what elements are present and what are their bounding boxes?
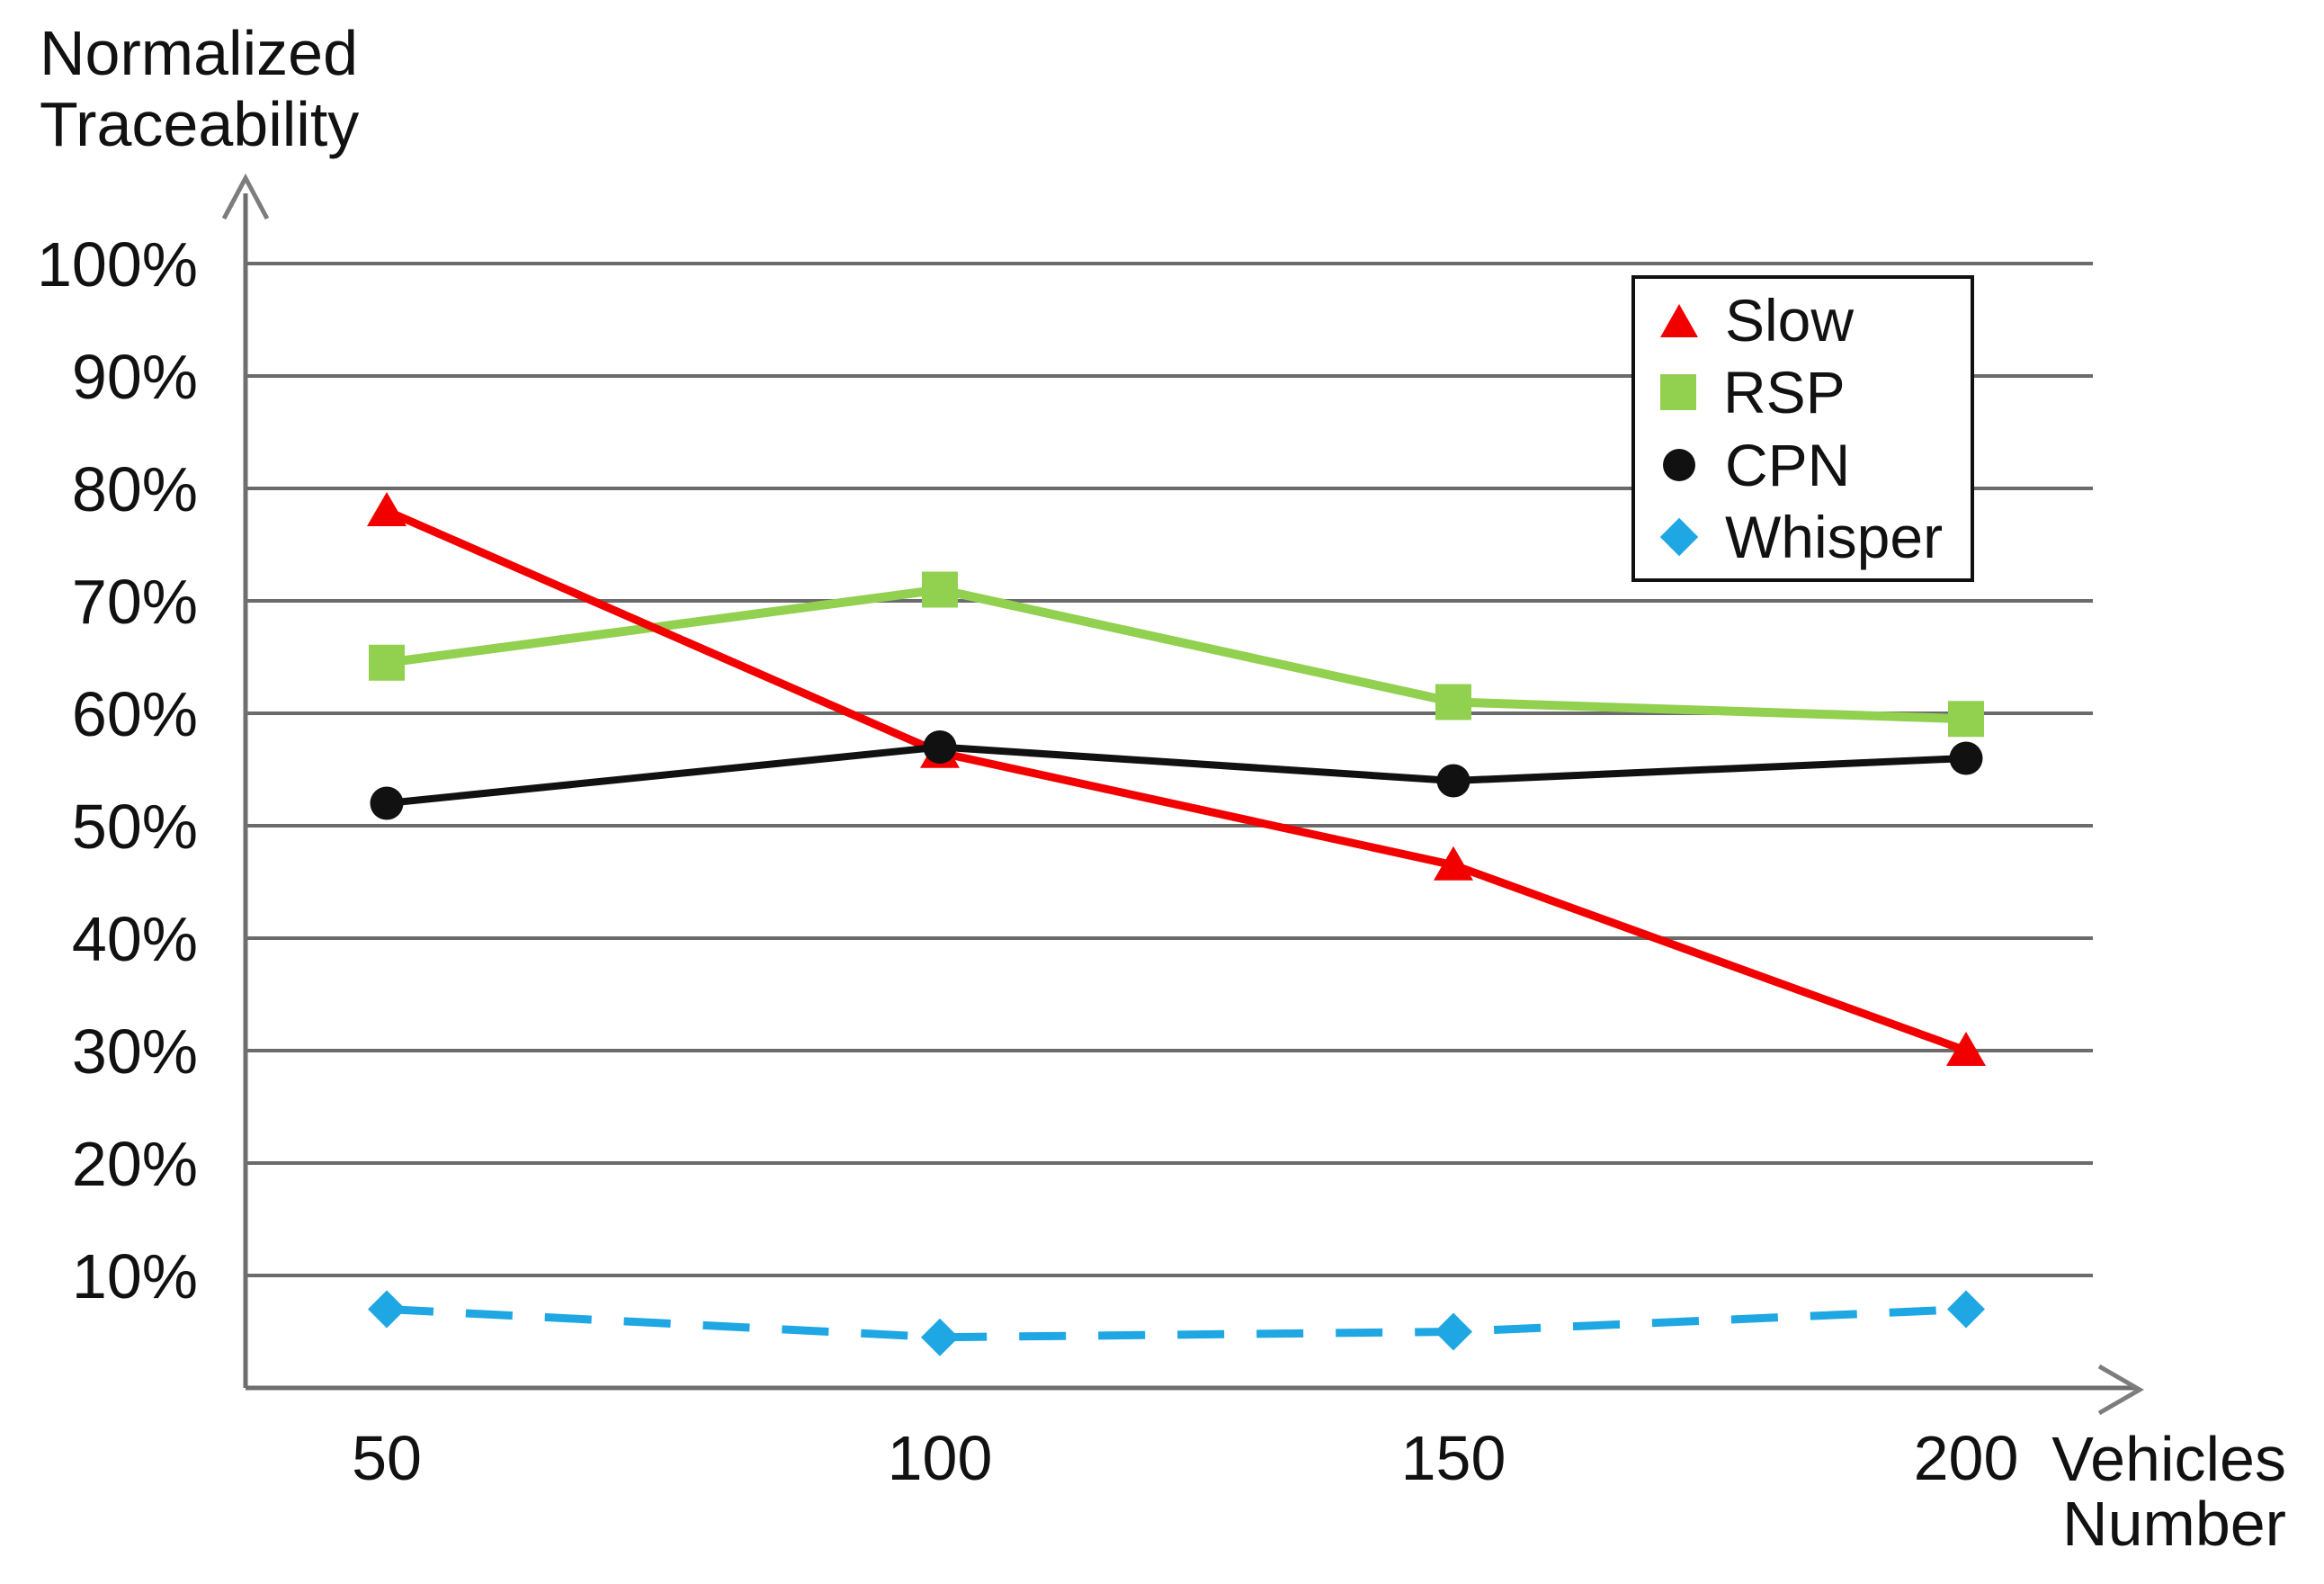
slow-triangle-marker-icon — [1660, 303, 1698, 337]
legend-item-whisper: Whisper — [1659, 503, 1971, 570]
x-tick-label: 100 — [888, 1423, 993, 1493]
marker-cpn — [1949, 741, 1983, 775]
y-tick-label: 20% — [72, 1129, 198, 1199]
marker-cpn — [370, 786, 404, 820]
marker-cpn — [923, 730, 957, 764]
legend-label-slow: Slow — [1725, 287, 1855, 354]
y-axis-title-line2: Traceability — [40, 89, 360, 159]
y-tick-label: 30% — [72, 1016, 198, 1087]
legend: Slow RSP CPN Whisper — [1631, 275, 1974, 582]
series-line-cpn — [386, 743, 1967, 807]
marker-whisper — [921, 1318, 959, 1356]
marker-rsp — [369, 644, 405, 681]
x-axis-title: Vehicles Number — [2024, 1427, 2286, 1556]
y-tick-label: 70% — [72, 567, 198, 637]
marker-rsp — [1435, 684, 1471, 720]
legend-label-rsp: RSP — [1723, 359, 1846, 426]
y-tick-label: 80% — [72, 454, 198, 524]
rsp-square-marker-icon — [1660, 374, 1696, 411]
marker-whisper — [1947, 1290, 1985, 1329]
x-axis-title-line1: Vehicles — [2051, 1424, 2286, 1494]
marker-rsp — [922, 571, 958, 608]
marker-cpn — [1436, 764, 1470, 798]
legend-item-rsp: RSP — [1660, 359, 1971, 426]
legend-label-whisper: Whisper — [1725, 503, 1944, 570]
legend-label-cpn: CPN — [1725, 431, 1851, 498]
whisper-diamond-marker-icon — [1659, 517, 1699, 557]
legend-item-slow: Slow — [1660, 287, 1971, 354]
y-axis-title: Normalized Traceability — [40, 18, 359, 160]
x-axis-title-line2: Number — [2062, 1489, 2286, 1559]
marker-whisper — [1435, 1312, 1472, 1351]
y-axis-arrow-icon — [221, 173, 270, 220]
y-tick-label: 50% — [72, 792, 198, 862]
y-tick-label: 60% — [72, 679, 198, 749]
x-tick-label: 200 — [1914, 1423, 2019, 1493]
y-tick-label: 90% — [72, 342, 198, 412]
y-tick-label: 100% — [37, 229, 198, 300]
x-tick-label: 50 — [352, 1423, 422, 1493]
x-tick-label: 150 — [1401, 1423, 1506, 1493]
legend-item-cpn: CPN — [1660, 431, 1971, 498]
series-line-whisper — [386, 1305, 1967, 1342]
marker-slow — [1434, 846, 1473, 881]
y-tick-label: 40% — [72, 904, 198, 974]
x-axis-arrow-icon — [2097, 1364, 2144, 1416]
cpn-circle-marker-icon — [1663, 448, 1695, 481]
y-axis-title-line1: Normalized — [40, 18, 358, 88]
marker-slow — [1946, 1032, 1986, 1066]
marker-whisper — [368, 1290, 406, 1329]
y-tick-label: 10% — [72, 1241, 198, 1311]
series-line-slow — [385, 506, 1968, 1055]
marker-rsp — [1948, 701, 1984, 738]
marker-slow — [367, 492, 407, 526]
series-line-rsp — [386, 585, 1967, 724]
